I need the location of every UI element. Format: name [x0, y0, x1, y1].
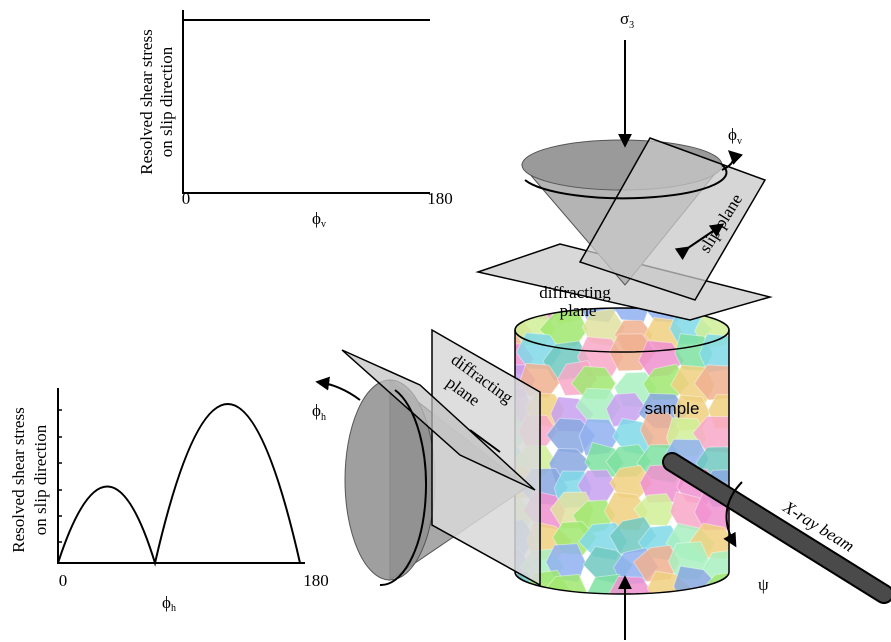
subscript: 3 [629, 20, 634, 31]
stress-label: σ3 [620, 9, 634, 31]
axes [58, 388, 305, 563]
sample-label: sample [645, 399, 700, 418]
x-tick-label: 0 [182, 189, 191, 208]
x-label: ϕv [312, 209, 326, 230]
diffracting-label: plane [560, 301, 597, 320]
grain [489, 286, 530, 322]
rotation-label: ϕv [728, 125, 742, 147]
bottom-plot: Resolved shear stress on slip direction … [9, 388, 329, 614]
symbol: ϕ [162, 593, 171, 612]
diffracting-label: diffracting [539, 283, 611, 302]
rotation-label: ϕh [312, 401, 326, 423]
rotation-arrow [318, 382, 360, 400]
y-label: on slip direction [157, 46, 176, 157]
symbol: ϕ [728, 125, 737, 144]
axes [183, 10, 430, 193]
symbol: ϕ [312, 209, 321, 228]
subscript: v [737, 136, 742, 147]
y-label: Resolved shear stress [137, 29, 156, 174]
x-tick-label: 180 [427, 189, 453, 208]
subscript: h [321, 412, 326, 423]
y-label: Resolved shear stress [9, 407, 28, 552]
symbol: ϕ [312, 401, 321, 420]
y-label: on slip direction [31, 424, 50, 535]
curve [58, 404, 300, 563]
x-tick-label: 0 [59, 571, 68, 590]
subscript: v [321, 219, 326, 230]
x-tick-label: 180 [303, 571, 329, 590]
top-plot: Resolved shear stress on slip direction … [137, 10, 453, 230]
subscript: h [171, 603, 176, 614]
figure: Resolved shear stress on slip direction … [0, 0, 891, 642]
x-label: ϕh [162, 593, 176, 614]
tilt-label: ψ [758, 575, 769, 594]
symbol: σ [620, 9, 629, 28]
